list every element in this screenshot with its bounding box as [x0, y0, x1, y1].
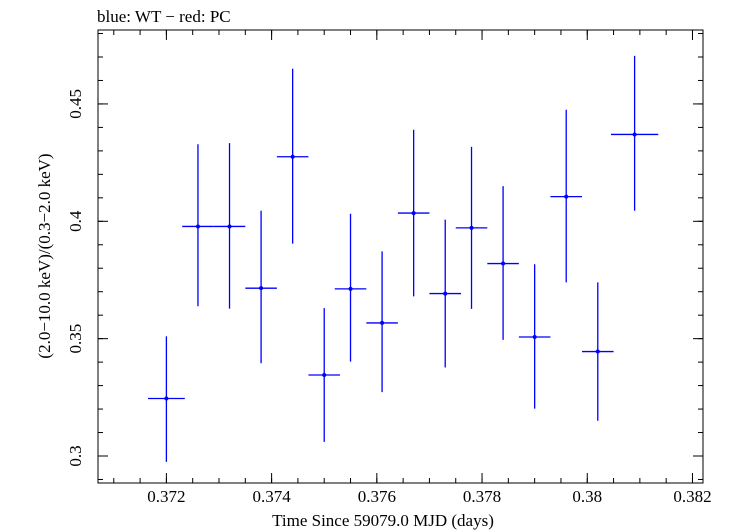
- axis-ticks: [98, 30, 703, 483]
- data-marker: [290, 154, 295, 159]
- x-tick-label: 0.38: [572, 487, 602, 506]
- data-point: [213, 143, 246, 309]
- data-marker: [380, 320, 385, 325]
- data-point: [182, 144, 214, 307]
- data-points: [147, 55, 659, 462]
- data-point: [518, 264, 551, 409]
- y-tick-label: 0.4: [66, 210, 85, 232]
- data-point: [147, 336, 185, 462]
- y-axis-label: (2.0−10.0 keV)/(0.3−2.0 keV): [35, 153, 54, 358]
- chart-title: blue: WT − red: PC: [97, 7, 231, 26]
- data-marker: [469, 225, 474, 230]
- data-marker: [195, 224, 200, 229]
- data-marker: [564, 194, 569, 199]
- data-marker: [632, 132, 637, 137]
- data-point: [366, 251, 398, 393]
- data-point: [550, 109, 582, 283]
- data-marker: [348, 286, 353, 291]
- y-tick-label: 0.45: [66, 89, 85, 119]
- data-point: [610, 55, 659, 211]
- data-marker: [259, 286, 264, 291]
- data-point: [429, 219, 461, 368]
- data-marker: [532, 335, 537, 340]
- plot-frame: [97, 29, 704, 484]
- data-marker: [164, 396, 169, 401]
- data-point: [487, 186, 519, 340]
- x-tick-label: 0.374: [252, 487, 291, 506]
- data-point: [334, 213, 367, 362]
- data-point: [245, 210, 277, 364]
- x-tick-label: 0.382: [673, 487, 711, 506]
- x-tick-label: 0.372: [147, 487, 185, 506]
- x-tick-label: 0.376: [358, 487, 396, 506]
- data-point: [308, 308, 340, 442]
- data-marker: [501, 261, 506, 266]
- data-point: [582, 282, 614, 421]
- data-marker: [443, 291, 448, 296]
- data-marker: [227, 224, 232, 229]
- data-point: [455, 146, 488, 309]
- x-tick-label: 0.378: [463, 487, 501, 506]
- data-marker: [411, 211, 416, 216]
- data-point: [397, 129, 430, 297]
- y-tick-label: 0.3: [66, 445, 85, 466]
- y-tick-label: 0.35: [66, 324, 85, 354]
- data-marker: [595, 349, 600, 354]
- tick-labels: 0.372 0.374 0.376 0.378 0.38 0.382 0.3 0.35 0.4 0…: [66, 89, 712, 506]
- data-marker: [322, 373, 327, 378]
- data-point: [276, 68, 309, 244]
- x-axis-label: Time Since 59079.0 MJD (days): [272, 511, 494, 530]
